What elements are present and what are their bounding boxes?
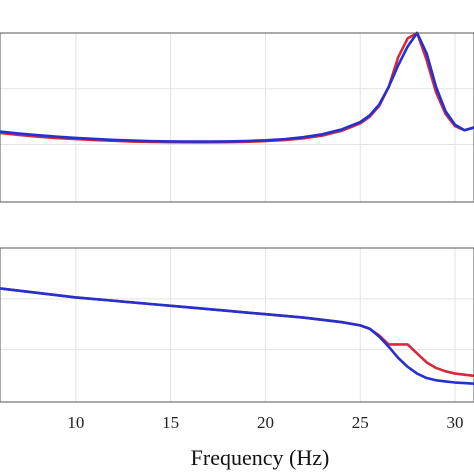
magnitude-axes-frame [0,32,474,203]
x-axis-label: Frequency (Hz) [191,445,330,470]
x-tick-labels: 10 15 20 25 30 [67,413,463,432]
x-tick-label-15: 15 [162,413,179,432]
x-tick-label-25: 25 [352,413,369,432]
magnitude-lines [0,31,474,144]
x-tick-label-30: 30 [447,413,464,432]
x-tick-label-10: 10 [67,413,84,432]
phase-grid [0,248,474,402]
phase-axes-frame [0,247,474,403]
magnitude-panel [0,31,474,203]
magnitude-series-red-line [0,31,474,144]
phase-panel: 10 15 20 25 30 Frequency (Hz) [0,247,474,470]
magnitude-series-blue-line [0,31,474,143]
phase-lines [0,287,474,385]
magnitude-grid [0,33,474,202]
x-tick-label-20: 20 [257,413,274,432]
phase-series-blue-line [0,287,474,385]
